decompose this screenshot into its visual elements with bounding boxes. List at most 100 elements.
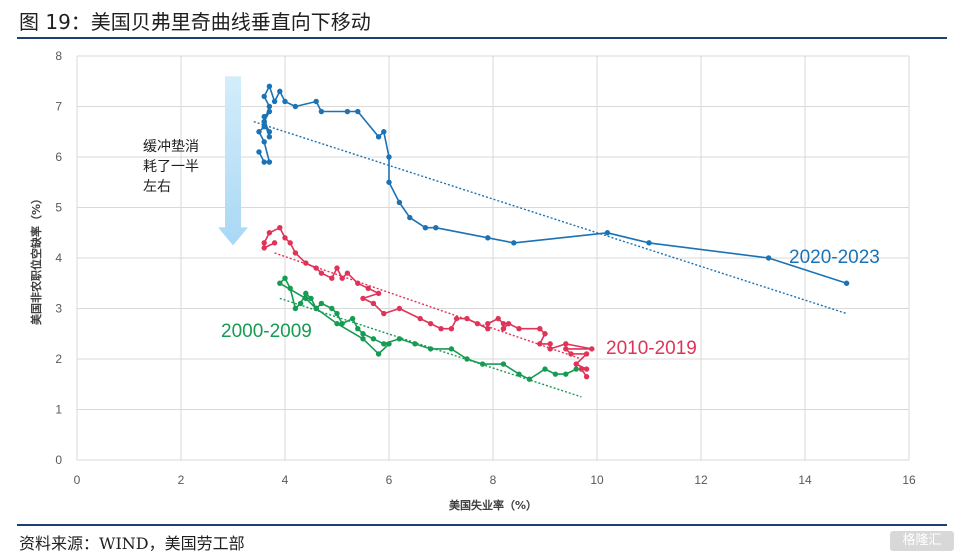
x-axis-label: 美国失业率（%） (449, 498, 537, 512)
data-point-2010-2019 (261, 245, 267, 251)
data-point-2010-2019 (516, 326, 522, 332)
data-point-2010-2019 (563, 346, 569, 352)
data-point-2000-2009 (500, 361, 507, 367)
data-point-2000-2009 (381, 341, 387, 347)
x-tick-label: 2 (178, 473, 185, 487)
annotation-line-1: 缓冲垫消 (143, 139, 199, 155)
data-point-2000-2009 (277, 280, 283, 286)
watermark-logo: 格隆汇 (890, 531, 954, 551)
data-point-2010-2019 (547, 346, 553, 352)
data-point-2020-2023 (396, 199, 403, 206)
data-point-2010-2019 (453, 315, 460, 322)
data-point-2000-2009 (526, 376, 533, 382)
data-point-2020-2023 (843, 280, 850, 286)
x-tick-label: 0 (74, 473, 81, 487)
data-point-2010-2019 (292, 250, 299, 256)
data-point-2010-2019 (448, 326, 455, 332)
data-point-2010-2019 (334, 265, 340, 271)
gridlines (76, 55, 910, 461)
data-point-2020-2023 (261, 139, 267, 145)
series-line-2020-2023 (258, 85, 847, 285)
data-point-2010-2019 (474, 320, 481, 327)
data-point-2010-2019 (313, 265, 319, 271)
data-point-2020-2023 (261, 159, 267, 165)
data-point-2000-2009 (308, 295, 314, 302)
data-point-2010-2019 (370, 300, 377, 307)
data-point-2000-2009 (552, 371, 559, 377)
data-point-2020-2023 (511, 240, 517, 246)
data-point-2020-2023 (271, 98, 278, 105)
data-point-2020-2023 (433, 225, 439, 231)
data-point-2020-2023 (313, 98, 319, 105)
data-point-2010-2019 (329, 275, 335, 281)
data-point-2020-2023 (765, 255, 772, 261)
data-point-2010-2019 (547, 341, 553, 347)
data-point-2010-2019 (282, 235, 288, 241)
data-point-2000-2009 (292, 305, 299, 312)
data-point-2000-2009 (396, 336, 403, 342)
y-tick-label: 8 (55, 49, 62, 63)
data-point-2010-2019 (485, 326, 491, 332)
data-point-2020-2023 (261, 118, 267, 125)
data-point-2020-2023 (256, 149, 262, 155)
data-point-2010-2019 (339, 275, 345, 281)
x-tick-label: 16 (902, 473, 916, 487)
data-point-2020-2023 (386, 179, 392, 185)
data-point-2010-2019 (417, 315, 423, 322)
data-point-2000-2009 (573, 366, 579, 372)
y-tick-label: 1 (55, 403, 62, 417)
data-point-2020-2023 (266, 134, 273, 140)
data-point-2000-2009 (479, 361, 486, 367)
y-axis-label: 美国非农职位空缺率（%） (29, 193, 43, 325)
x-tick-label: 10 (590, 473, 604, 487)
data-point-2020-2023 (261, 124, 267, 130)
data-point-2020-2023 (256, 129, 262, 135)
data-point-2010-2019 (360, 295, 366, 302)
x-tick-label: 8 (490, 473, 497, 487)
data-point-2000-2009 (427, 346, 434, 352)
trendlines (253, 120, 847, 398)
data-point-2000-2009 (287, 285, 293, 291)
data-point-2010-2019 (427, 320, 434, 327)
data-point-2020-2023 (266, 108, 273, 115)
data-point-2020-2023 (407, 214, 413, 221)
data-point-2010-2019 (271, 240, 278, 246)
data-point-2000-2009 (516, 371, 522, 377)
data-point-2010-2019 (261, 240, 267, 246)
data-point-2010-2019 (365, 285, 371, 291)
y-tick-label: 0 (55, 453, 62, 467)
y-tick-label: 3 (55, 302, 62, 316)
data-point-2010-2019 (355, 280, 361, 286)
data-point-2020-2023 (422, 225, 429, 231)
data-point-2000-2009 (282, 275, 288, 281)
data-point-2010-2019 (563, 341, 569, 347)
data-point-2010-2019 (573, 361, 579, 367)
data-point-2020-2023 (646, 240, 652, 246)
data-point-2020-2023 (386, 154, 392, 160)
figure-title: 图 19：美国贝弗里奇曲线垂直向下移动 (19, 10, 371, 34)
data-point-2010-2019 (266, 230, 273, 236)
data-point-2000-2009 (303, 295, 309, 302)
data-point-2000-2009 (360, 336, 366, 342)
data-point-2020-2023 (604, 230, 611, 236)
data-point-2020-2023 (261, 93, 267, 100)
data-point-2020-2023 (355, 108, 361, 115)
data-point-2000-2009 (412, 341, 418, 347)
data-point-2000-2009 (563, 371, 569, 377)
data-point-2000-2009 (448, 346, 455, 352)
y-tick-label: 4 (55, 251, 62, 265)
data-point-2010-2019 (381, 310, 387, 317)
y-tick-label: 5 (55, 201, 62, 215)
annotation-line-2: 耗了一半 (143, 159, 199, 175)
series-layer (256, 83, 850, 382)
title-rule (17, 37, 947, 39)
data-point-2020-2023 (318, 108, 325, 115)
footer-rule (17, 524, 947, 526)
data-point-2020-2023 (266, 103, 273, 110)
y-tick-label: 7 (55, 100, 62, 114)
data-point-2010-2019 (500, 320, 507, 327)
data-point-2000-2009 (375, 351, 382, 357)
data-point-2010-2019 (568, 351, 574, 357)
data-point-2020-2023 (282, 98, 288, 105)
data-point-2000-2009 (542, 366, 548, 372)
